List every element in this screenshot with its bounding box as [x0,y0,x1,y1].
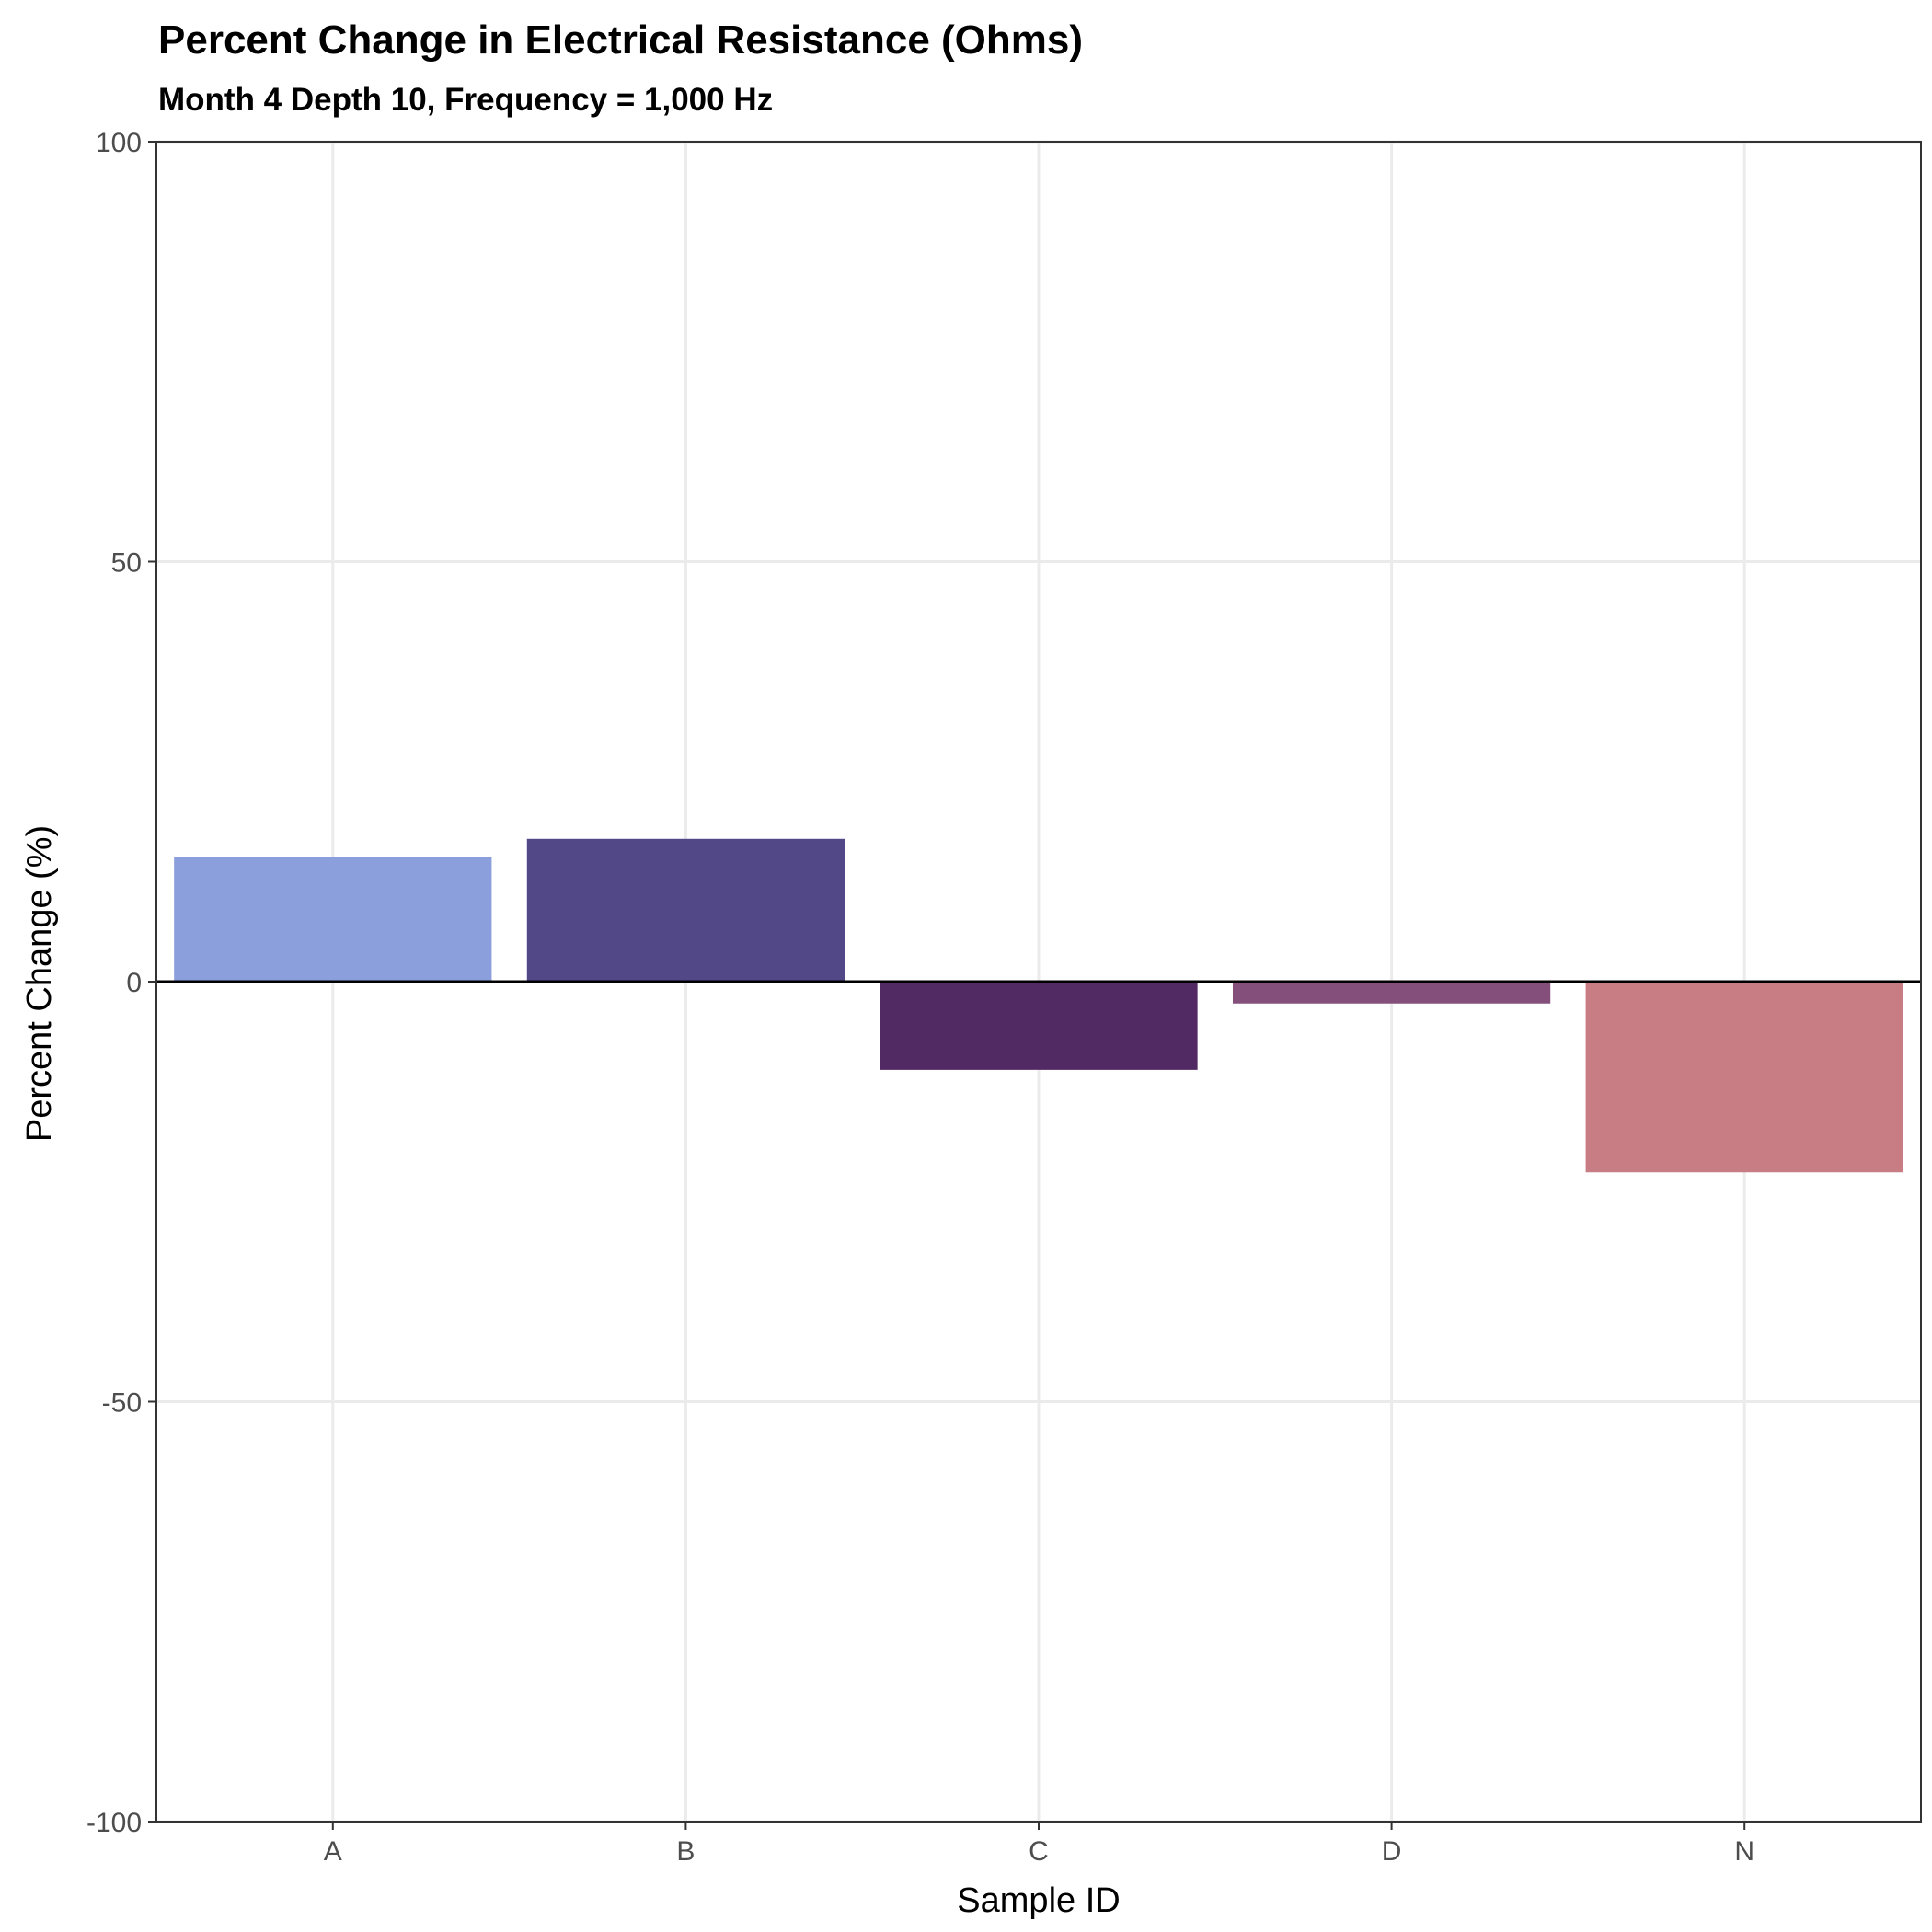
y-tick-label--50: -50 [102,1388,142,1419]
y-tick-label-0: 0 [126,968,142,998]
x-tick-label-B: B [676,1836,695,1867]
x-axis-title: Sample ID [957,1881,1120,1920]
x-tick-label-N: N [1734,1836,1754,1867]
x-tick-label-D: D [1382,1836,1402,1867]
x-tick-label-A: A [324,1836,342,1867]
axes: 100 50 0 -50 -100 A B C D N [86,128,1922,1867]
bar-D [1232,982,1551,1004]
y-axis-title: Percent Change (%) [20,825,59,1142]
y-tick-label--100: -100 [86,1808,142,1838]
bar-B [526,838,845,982]
chart-title: Percent Change in Electrical Resistance … [158,17,1083,63]
bar-C [880,982,1198,1070]
y-tick-label-100: 100 [96,128,142,158]
x-tick-label-C: C [1029,1836,1049,1867]
bar-A [174,857,492,982]
bars [174,838,1903,1173]
y-tick-label-50: 50 [111,548,142,579]
bar-N [1585,982,1903,1173]
chart-subtitle: Month 4 Depth 10, Frequency = 1,000 Hz [158,82,773,118]
